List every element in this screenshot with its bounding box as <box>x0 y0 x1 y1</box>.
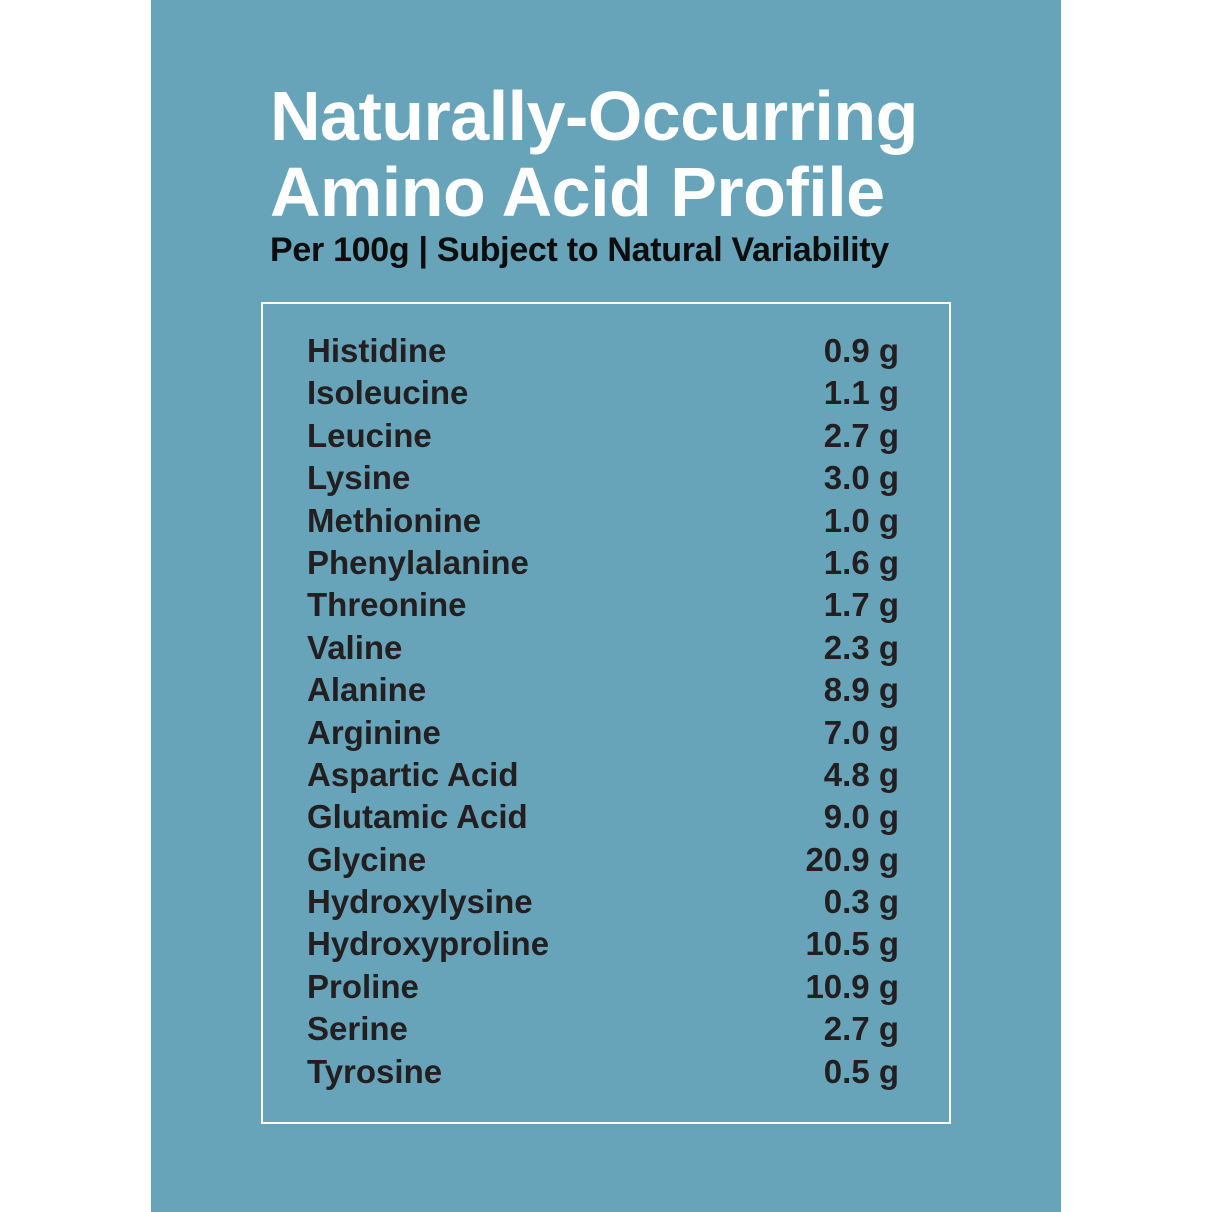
table-row: Aspartic Acid 4.8 g <box>307 754 899 796</box>
amino-acid-name: Phenylalanine <box>307 543 529 581</box>
amino-acid-name: Glycine <box>307 840 427 878</box>
amino-acid-value: 7.0 g <box>823 713 899 751</box>
amino-acid-value: 3.0 g <box>823 459 899 497</box>
amino-acid-name: Isoleucine <box>307 374 469 412</box>
amino-acid-value: 10.5 g <box>805 925 899 963</box>
amino-acid-value: 10.9 g <box>805 967 899 1005</box>
amino-acid-name: Hydroxylysine <box>307 883 533 921</box>
amino-acid-name: Methionine <box>307 501 482 539</box>
amino-acid-name: Histidine <box>307 332 447 369</box>
amino-acid-value: 2.7 g <box>823 416 899 454</box>
table-row: Hydroxylysine 0.3 g <box>307 881 899 923</box>
amino-acid-value: 1.1 g <box>823 374 899 412</box>
amino-acid-name: Serine <box>307 1010 408 1048</box>
table-row: Tyrosine 0.5 g <box>307 1051 899 1093</box>
table-row: Arginine 7.0 g <box>307 712 899 754</box>
amino-acid-value: 20.9 g <box>805 840 899 878</box>
amino-acid-name: Hydroxyproline <box>307 925 550 963</box>
table-row: Serine 2.7 g <box>307 1008 899 1050</box>
amino-acid-value: 4.8 g <box>823 755 899 793</box>
amino-acid-name: Lysine <box>307 459 411 497</box>
amino-acid-value: 9.0 g <box>823 798 899 836</box>
table-row: Histidine 0.9 g <box>307 330 899 372</box>
background-panel <box>151 0 1061 1212</box>
amino-acid-name: Arginine <box>307 713 441 751</box>
amino-acid-name: Threonine <box>307 586 467 624</box>
title-line-1: Naturally-Occurring <box>270 77 918 155</box>
amino-acid-name: Valine <box>307 628 403 666</box>
table-row: Valine 2.3 g <box>307 627 899 669</box>
amino-acid-name: Leucine <box>307 416 432 454</box>
table-row: Glycine 20.9 g <box>307 839 899 881</box>
amino-acid-table-frame <box>261 302 951 1124</box>
table-row: Lysine 3.0 g <box>307 457 899 499</box>
table-row: Proline 10.9 g <box>307 966 899 1008</box>
amino-acid-value: 1.7 g <box>823 586 899 624</box>
amino-acid-name: Alanine <box>307 671 427 709</box>
amino-acid-value: 0.3 g <box>823 883 899 921</box>
table-row: Methionine 1.0 g <box>307 500 899 542</box>
amino-acid-value: 2.7 g <box>823 1010 899 1048</box>
table-row: Glutamic Acid 9.0 g <box>307 796 899 838</box>
title-line-2: Amino Acid Profile <box>270 153 885 231</box>
table-row: Hydroxyproline 10.5 g <box>307 923 899 965</box>
amino-acid-name: Aspartic Acid <box>307 755 519 793</box>
amino-acid-name: Tyrosine <box>307 1052 443 1090</box>
amino-acid-name: Glutamic Acid <box>307 798 528 836</box>
table-row: Isoleucine 1.1 g <box>307 372 899 414</box>
amino-acid-value: 8.9 g <box>823 671 899 709</box>
table-row: Alanine 8.9 g <box>307 669 899 711</box>
amino-acid-value: 0.5 g <box>823 1052 899 1090</box>
page-title: Naturally-Occurring Amino Acid Profile <box>270 78 918 230</box>
amino-acid-value: 2.3 g <box>823 628 899 666</box>
table-row: Threonine 1.7 g <box>307 584 899 626</box>
amino-acid-value: 1.0 g <box>823 501 899 539</box>
table-row: Phenylalanine 1.6 g <box>307 542 899 584</box>
subtitle: Per 100g | Subject to Natural Variabilit… <box>270 231 889 269</box>
amino-acid-value: 1.6 g <box>823 543 899 581</box>
amino-acid-value: 0.9 g <box>823 332 899 369</box>
table-row: Leucine 2.7 g <box>307 415 899 457</box>
amino-acid-table: Histidine 0.9 g Isoleucine 1.1 g Leucine 2.7 … <box>307 330 899 1093</box>
amino-acid-name: Proline <box>307 967 419 1005</box>
